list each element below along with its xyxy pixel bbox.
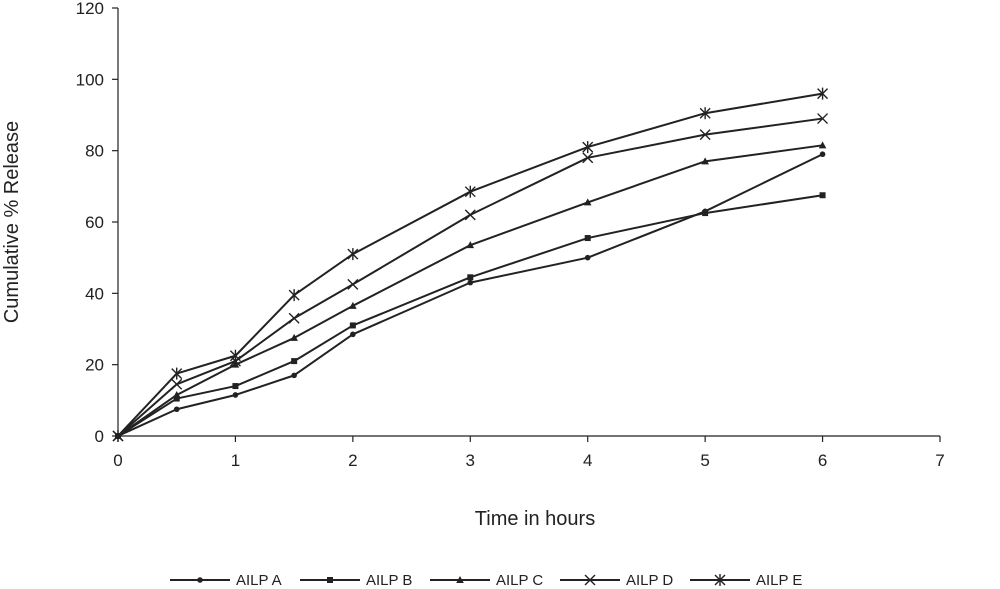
y-tick-label: 60 (85, 213, 104, 232)
legend-label: AILP B (366, 572, 412, 589)
y-tick-label: 100 (76, 70, 104, 89)
x-tick-label: 3 (466, 451, 475, 470)
data-point-ailp-b (702, 210, 709, 217)
series-ailp-b (115, 192, 826, 439)
data-point-ailp-e (582, 141, 594, 154)
x-tick-label: 5 (700, 451, 709, 470)
legend-marker-ailp-c (456, 576, 464, 583)
data-point-ailp-c (349, 301, 357, 309)
x-tick-label: 7 (935, 451, 944, 470)
data-point-ailp-b (819, 192, 826, 199)
data-point-ailp-c (172, 390, 181, 398)
y-tick-label: 40 (85, 284, 104, 303)
x-tick-label: 2 (348, 451, 357, 470)
legend-label: AILP A (236, 572, 282, 589)
legend-marker-ailp-e (714, 574, 726, 586)
data-point-ailp-e (112, 430, 124, 442)
data-point-ailp-b (584, 235, 591, 242)
data-point-ailp-c (701, 157, 709, 165)
legend-label: AILP E (756, 572, 802, 589)
data-point-ailp-c (466, 241, 475, 249)
y-tick-label: 20 (85, 356, 104, 375)
series-line-ailp-b (117, 194, 823, 437)
data-point-ailp-e (288, 289, 300, 302)
legend-item-ailp-b: AILP B (300, 572, 412, 589)
data-point-ailp-e (699, 107, 711, 120)
data-point-ailp-d (817, 113, 829, 125)
axes (117, 8, 940, 437)
data-point-ailp-b (173, 395, 180, 402)
data-point-ailp-e (229, 349, 241, 362)
data-point-ailp-e (817, 87, 829, 100)
series-ailp-a (115, 151, 826, 439)
data-point-ailp-e (464, 185, 476, 198)
data-point-ailp-b (349, 322, 356, 329)
legend-item-ailp-a: AILP A (170, 572, 282, 589)
data-point-ailp-d (464, 209, 476, 221)
legend-marker-ailp-d (584, 574, 596, 586)
y-ticks: 0 20 40 60 80 100 120 (76, 0, 118, 446)
data-point-ailp-a (467, 279, 474, 286)
data-point-ailp-d (699, 129, 711, 141)
data-point-ailp-a (232, 392, 239, 398)
data-point-ailp-c (290, 333, 298, 341)
data-point-ailp-a (173, 406, 180, 413)
data-point-ailp-b (232, 383, 239, 390)
legend-label: AILP D (626, 572, 673, 589)
legend-label: AILP C (496, 572, 543, 589)
x-tick-label: 4 (583, 451, 592, 470)
data-point-ailp-e (347, 248, 359, 261)
x-tick-label: 0 (113, 451, 122, 470)
legend-item-ailp-d: AILP D (560, 572, 673, 589)
data-point-ailp-a (350, 331, 356, 338)
legend: AILP A AILP B AILP C AILP D AILP E (170, 572, 802, 589)
data-point-ailp-d (582, 152, 594, 164)
data-point-ailp-d (288, 312, 300, 324)
legend-marker-ailp-b (327, 577, 333, 583)
data-point-ailp-b (291, 358, 298, 365)
data-point-ailp-a (819, 151, 826, 158)
data-point-ailp-a (291, 372, 297, 379)
x-ticks: 0 1 2 3 4 5 6 7 (113, 436, 945, 470)
y-axis-title: Cumulative % Release (1, 121, 23, 323)
data-point-ailp-c (818, 141, 827, 149)
x-tick-label: 6 (818, 451, 827, 470)
data-point-ailp-d (171, 378, 183, 390)
series-line-ailp-e (117, 92, 823, 437)
data-point-ailp-c (231, 360, 240, 368)
data-point-ailp-d (347, 278, 359, 290)
x-axis-title: Time in hours (475, 508, 595, 530)
series-layer (112, 87, 829, 442)
legend-item-ailp-c: AILP C (430, 572, 543, 589)
data-point-ailp-e (171, 367, 183, 380)
y-tick-label: 120 (76, 0, 104, 18)
data-point-ailp-c (583, 198, 592, 206)
x-tick-label: 1 (231, 451, 240, 470)
legend-marker-ailp-a (197, 577, 203, 583)
series-ailp-c (114, 141, 827, 439)
y-tick-label: 0 (95, 427, 104, 446)
data-point-ailp-b (467, 274, 474, 281)
data-point-ailp-a (584, 254, 591, 261)
legend-item-ailp-e: AILP E (690, 572, 802, 589)
series-ailp-e (112, 87, 829, 442)
y-tick-label: 80 (85, 142, 104, 161)
